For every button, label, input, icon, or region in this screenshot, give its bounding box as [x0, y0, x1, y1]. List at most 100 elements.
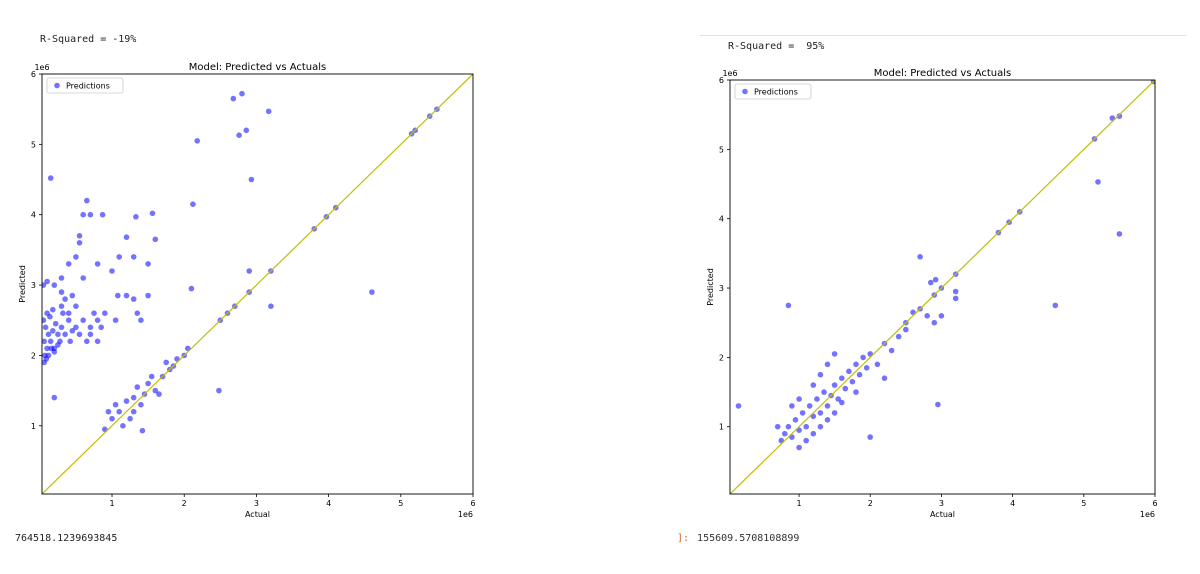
y-tick-label: 2: [31, 351, 36, 360]
legend-box: [46, 77, 124, 94]
y-offset-label: 1e6: [34, 63, 49, 72]
data-point: [58, 324, 65, 331]
data-point: [105, 408, 112, 415]
data-point: [863, 365, 870, 371]
data-point: [931, 319, 938, 326]
data-point: [87, 324, 94, 331]
data-point: [152, 387, 159, 394]
data-point: [69, 292, 76, 299]
data-point: [796, 396, 802, 402]
data-point: [803, 423, 809, 430]
data-point: [50, 306, 56, 313]
data-point: [80, 211, 86, 218]
data-point: [1095, 179, 1101, 185]
legend: Predictions: [734, 83, 812, 100]
data-point: [928, 279, 934, 286]
data-point: [62, 296, 68, 302]
data-point: [268, 303, 274, 309]
data-point: [846, 368, 852, 375]
data-point: [789, 403, 795, 409]
data-point: [76, 233, 83, 239]
y-tick-label: 5: [31, 140, 36, 149]
data-point: [102, 310, 108, 316]
data-point: [248, 176, 255, 183]
data-point: [881, 375, 888, 382]
x-offset-label: 1e6: [458, 510, 473, 519]
r-squared-output-1: R-Squared = -19%: [40, 34, 137, 45]
x-tick-label: 4: [326, 499, 331, 508]
data-point: [123, 234, 130, 240]
y-tick-label: 4: [31, 211, 36, 220]
identity-line: [42, 74, 473, 494]
data-point: [265, 108, 272, 115]
data-point: [42, 338, 47, 345]
data-point: [84, 338, 90, 345]
legend: Predictions: [46, 77, 124, 94]
data-point: [123, 398, 130, 404]
cell-separator: [700, 35, 1187, 36]
data-point: [774, 423, 781, 430]
data-point: [50, 328, 56, 334]
y-tick-label: 1: [719, 423, 724, 432]
plot-frame: [41, 73, 474, 495]
data-point: [188, 285, 195, 292]
data-point: [952, 288, 959, 295]
data-point: [849, 378, 856, 385]
r-squared-output-2: R-Squared = 95%: [728, 41, 825, 52]
data-point: [60, 310, 66, 316]
x-tick-label: 6: [1152, 499, 1157, 508]
chart-title: Model: Predicted vs Actuals: [874, 68, 1012, 79]
data-point: [824, 361, 831, 368]
data-point: [76, 331, 83, 338]
data-point: [831, 351, 838, 357]
y-tick-label: 2: [719, 353, 724, 362]
data-point: [67, 338, 73, 345]
data-point: [73, 254, 79, 260]
data-point: [138, 401, 144, 408]
data-point: [924, 313, 930, 319]
x-tick-label: 1: [797, 499, 802, 508]
chart-title: Model: Predicted vs Actuals: [189, 62, 327, 73]
x-tick-label: 5: [1081, 499, 1086, 508]
mae-output-2: ]: 155609.5708108899: [677, 533, 799, 544]
data-point: [133, 214, 139, 220]
data-point: [130, 296, 137, 302]
data-point: [99, 211, 106, 218]
data-point: [246, 268, 252, 274]
data-point: [52, 320, 59, 327]
data-point: [149, 210, 156, 217]
data-point: [69, 328, 76, 334]
data-point: [839, 399, 845, 406]
legend-box: [734, 83, 812, 100]
data-point: [785, 302, 792, 309]
data-point: [817, 410, 824, 416]
data-point: [814, 396, 820, 402]
data-point: [80, 317, 86, 324]
x-tick-label: 6: [470, 499, 475, 508]
x-tick-label: 3: [939, 499, 944, 508]
data-point: [1116, 113, 1123, 119]
data-point: [1116, 231, 1123, 237]
data-point: [796, 444, 802, 451]
scatter-points: [42, 74, 473, 494]
x-tick-label: 5: [398, 499, 403, 508]
data-point: [120, 423, 126, 429]
data-point: [130, 408, 137, 415]
data-point: [44, 345, 50, 352]
data-point: [888, 347, 895, 354]
y-axis-label: Predicted: [18, 265, 27, 303]
data-point: [145, 380, 151, 387]
cell-prompt: ]:: [677, 533, 690, 544]
mae-value-2: 155609.5708108899: [697, 533, 800, 544]
data-point: [62, 331, 68, 338]
identity-line: [730, 80, 1155, 494]
y-tick-label: 6: [719, 76, 724, 85]
legend-label: Predictions: [66, 82, 110, 91]
data-point: [917, 254, 923, 260]
data-point: [87, 211, 94, 218]
data-point: [853, 361, 859, 368]
y-tick-label: 1: [31, 422, 36, 431]
data-point: [116, 408, 122, 415]
data-point: [134, 310, 141, 316]
